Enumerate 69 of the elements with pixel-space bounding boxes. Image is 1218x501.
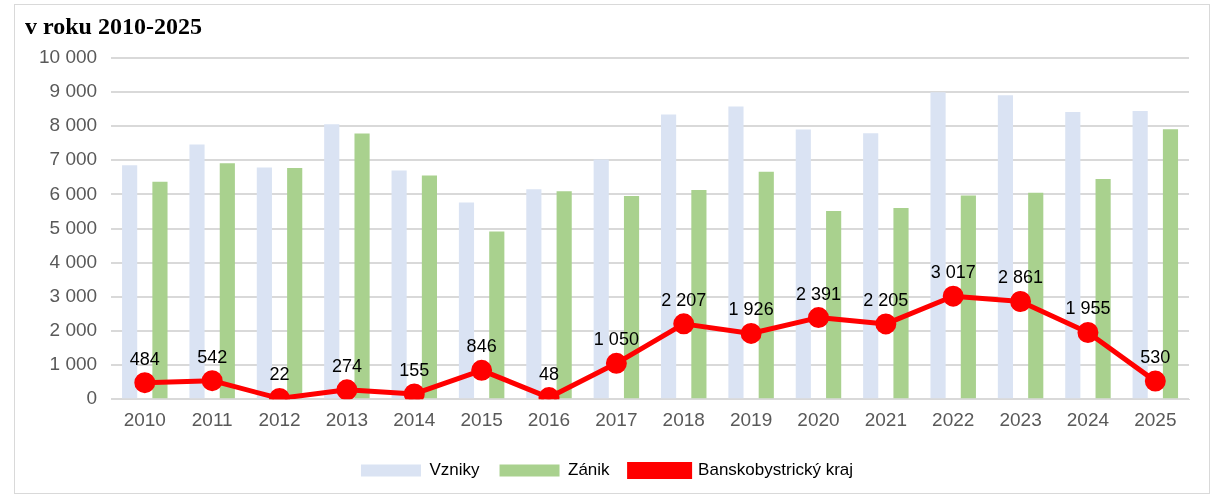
data-label: 1 050 xyxy=(593,329,639,350)
bar xyxy=(593,159,609,399)
chart-title: v roku 2010-2025 xyxy=(25,12,202,39)
data-label: 530 xyxy=(1140,347,1171,368)
y-tick-label: 0 xyxy=(86,387,98,409)
legend-label: Vzniky xyxy=(429,460,481,480)
data-label: 484 xyxy=(129,348,160,369)
bar xyxy=(661,114,677,399)
y-tick-label: 8 000 xyxy=(49,114,98,136)
x-tick-label: 2023 xyxy=(999,408,1042,430)
data-label: 2 861 xyxy=(998,267,1044,288)
x-tick-label: 2021 xyxy=(864,408,907,430)
y-tick-label: 1 000 xyxy=(49,353,98,375)
point xyxy=(201,370,223,392)
point xyxy=(740,322,762,344)
bar xyxy=(930,92,946,399)
bar xyxy=(863,133,879,399)
point xyxy=(1077,321,1099,343)
data-label: 155 xyxy=(399,359,430,380)
data-label: 1 955 xyxy=(1065,298,1111,319)
point xyxy=(942,285,964,307)
data-label: 542 xyxy=(197,346,228,367)
x-tick-label: 2024 xyxy=(1066,408,1110,430)
y-tick-label: 6 000 xyxy=(49,182,98,204)
x-tick-label: 2020 xyxy=(797,408,840,430)
point xyxy=(807,307,829,329)
point xyxy=(336,379,358,400)
data-label: 846 xyxy=(466,336,497,357)
data-label: 22 xyxy=(269,364,290,385)
legend-label: Banskobystrický kraj xyxy=(698,460,854,480)
x-tick-label: 2014 xyxy=(393,408,436,430)
data-label: 3 017 xyxy=(930,262,976,283)
x-tick-label: 2017 xyxy=(595,408,638,430)
x-tick-label: 2022 xyxy=(932,408,975,430)
data-label: 2 205 xyxy=(863,289,909,310)
y-tick-label: 10 000 xyxy=(38,46,98,68)
legend-label: Zánik xyxy=(568,460,611,480)
data-label: 274 xyxy=(331,355,362,376)
y-tick-label: 5 000 xyxy=(49,216,98,238)
x-tick-label: 2019 xyxy=(729,408,773,430)
bar xyxy=(795,129,811,399)
x-tick-label: 2010 xyxy=(123,408,166,430)
y-tick-label: 2 000 xyxy=(49,319,98,341)
x-tick-label: 2025 xyxy=(1134,408,1177,430)
point xyxy=(1010,291,1032,313)
point xyxy=(471,359,493,381)
x-tick-label: 2018 xyxy=(662,408,705,430)
point xyxy=(673,313,695,335)
data-label: 2 207 xyxy=(661,289,707,310)
x-tick-label: 2015 xyxy=(460,408,503,430)
bar xyxy=(256,167,272,399)
point xyxy=(134,372,156,394)
x-tick-label: 2012 xyxy=(258,408,301,430)
bar xyxy=(1065,112,1081,399)
bar xyxy=(997,95,1013,399)
data-label: 2 391 xyxy=(795,283,841,304)
x-tick-label: 2013 xyxy=(325,408,369,430)
x-tick-label: 2011 xyxy=(191,408,233,430)
point xyxy=(875,313,897,335)
data-label: 1 926 xyxy=(728,299,774,320)
x-tick-label: 2016 xyxy=(527,408,571,430)
point xyxy=(605,352,627,374)
y-tick-label: 7 000 xyxy=(49,148,98,170)
y-tick-label: 4 000 xyxy=(49,250,98,272)
bar xyxy=(728,106,744,399)
y-tick-label: 9 000 xyxy=(49,80,98,102)
data-label: 48 xyxy=(538,363,560,384)
y-tick-label: 3 000 xyxy=(49,285,98,307)
point xyxy=(1144,370,1166,392)
